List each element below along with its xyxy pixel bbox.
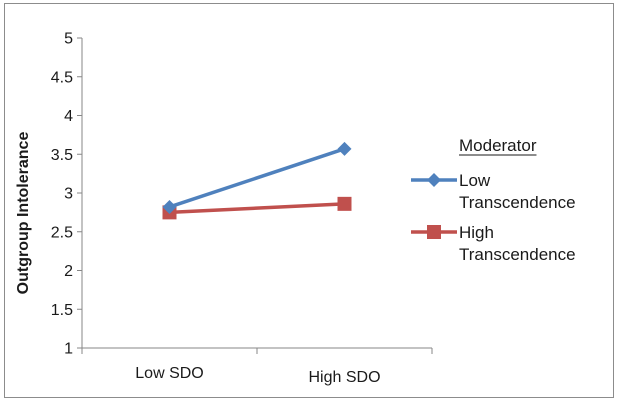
x-tick-label: High SDO — [308, 369, 380, 386]
legend-swatch-marker — [427, 173, 441, 187]
legend-label: High — [459, 223, 494, 242]
legend: Moderator Low Transcendence High Transcende… — [411, 136, 576, 264]
series-line — [169, 202, 345, 215]
data-point — [162, 199, 177, 214]
y-ticks: 1 1.5 2 2.5 3 3.5 4 4.5 5 — [51, 31, 82, 358]
legend-title: Moderator — [459, 136, 537, 155]
y-tick-label: 1.5 — [51, 302, 73, 319]
legend-label: Transcendence — [459, 245, 576, 264]
legend-label: Transcendence — [459, 193, 576, 212]
chart-axes — [81, 38, 432, 349]
y-tick-label: 3 — [64, 186, 73, 203]
y-tick-label: 4.5 — [51, 69, 73, 86]
x-ticks: Low SDO High SDO — [81, 348, 433, 386]
y-tick-label: 5 — [64, 31, 73, 48]
data-point — [337, 196, 352, 211]
data-point — [337, 141, 352, 156]
series-line — [168, 147, 346, 209]
y-tick-label: 3.5 — [51, 147, 73, 164]
y-tick-label: 2 — [64, 263, 73, 280]
y-tick-label: 1 — [64, 341, 73, 358]
x-tick-label: Low SDO — [135, 365, 203, 382]
y-axis-title: Outgroup Intolerance — [15, 132, 32, 295]
chart-frame — [4, 3, 614, 398]
legend-label: Low — [459, 171, 491, 190]
y-tick-label: 4 — [64, 108, 73, 125]
series-layer — [162, 141, 352, 220]
y-tick-label: 2.5 — [51, 224, 73, 241]
legend-swatch-marker — [427, 225, 441, 239]
